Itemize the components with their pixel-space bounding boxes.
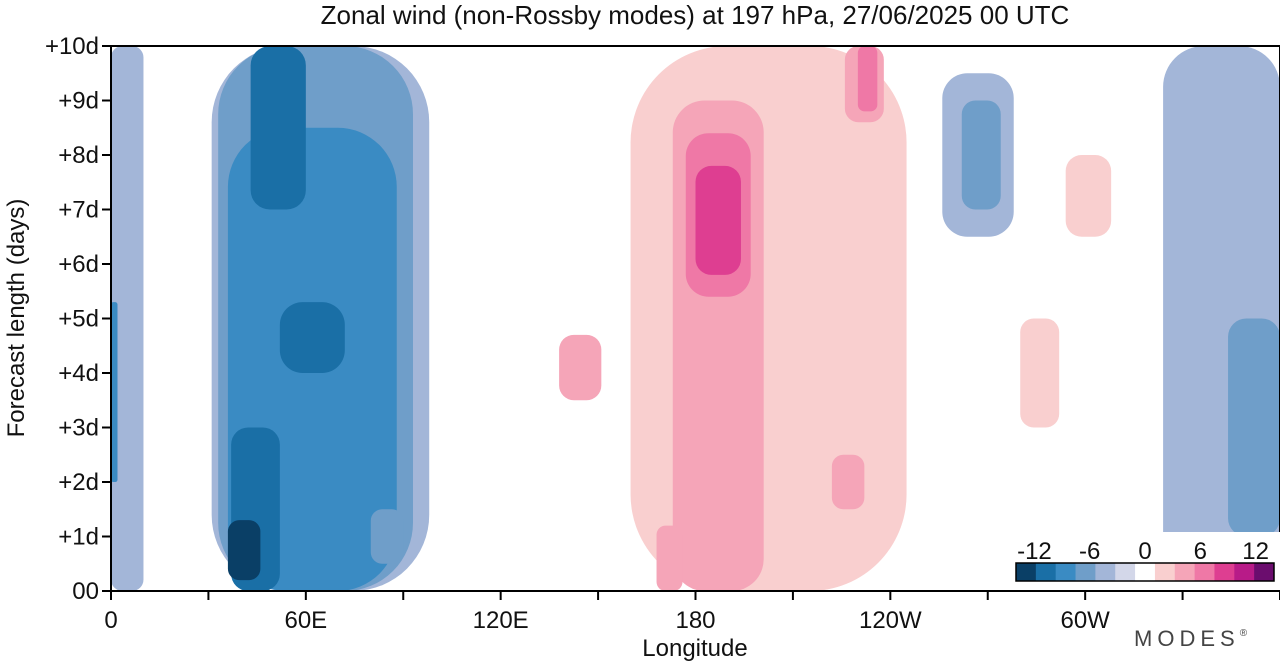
y-tick-label: +2d: [58, 469, 99, 496]
wind-patch: [695, 165, 741, 275]
x-tick-label: 180: [675, 607, 715, 634]
y-axis-label: Forecast length (days): [3, 199, 30, 438]
y-tick-label: +3d: [58, 415, 99, 442]
colorbar-swatch: [1075, 563, 1096, 581]
wind-patch: [857, 46, 878, 112]
colorbar-frame: [1015, 562, 1275, 582]
colorbar-swatch: [1035, 563, 1057, 581]
modes-logo-text: MODES: [1134, 626, 1240, 651]
modes-logo: MODES®: [1134, 626, 1252, 651]
colorbar-swatch: [1154, 563, 1176, 581]
x-tick-label: 120E: [473, 607, 529, 634]
colorbar-tick-label: -6: [1079, 538, 1100, 565]
wind-patch: [227, 520, 261, 581]
x-tick-label: 0: [104, 607, 117, 634]
x-tick-label: 60E: [284, 607, 327, 634]
colorbar-tick-label: 6: [1194, 538, 1207, 565]
wind-patch: [656, 525, 683, 591]
colorbar-swatch: [1095, 563, 1116, 581]
wind-patch: [250, 46, 306, 210]
wind-patch: [559, 334, 602, 401]
y-tick-label: +7d: [58, 197, 99, 224]
colorbar: -12 -6 0 6 12: [1008, 532, 1280, 590]
colorbar-swatch: [1055, 563, 1077, 581]
y-tick-label: +1d: [58, 524, 99, 551]
colorbar-swatch: [1194, 563, 1215, 581]
colorbar-swatch: [1135, 563, 1156, 581]
colorbar-swatch: [1234, 563, 1255, 581]
wind-patch: [111, 302, 118, 482]
wind-patch: [1228, 318, 1280, 537]
wind-patch: [279, 302, 345, 373]
y-tick-label: +8d: [58, 142, 99, 169]
y-tick-label: +9d: [58, 88, 99, 115]
y-tick-label: +4d: [58, 360, 99, 387]
wind-patch: [831, 454, 865, 510]
wind-patch: [370, 509, 404, 564]
wind-patch: [630, 46, 907, 591]
x-axis-label: Longitude: [642, 635, 747, 662]
colorbar-swatch: [1115, 563, 1136, 581]
y-tick-label: +6d: [58, 251, 99, 278]
colorbar-swatch: [1016, 563, 1037, 581]
wind-patch: [111, 46, 144, 591]
wind-patch: [961, 100, 1001, 210]
colorbar-tick-label: 12: [1242, 538, 1269, 565]
wind-patch: [1020, 318, 1060, 428]
colorbar-swatch: [1174, 563, 1196, 581]
colorbar-tick-label: 0: [1138, 538, 1151, 565]
chart-title: Zonal wind (non-Rossby modes) at 197 hPa…: [321, 0, 1070, 30]
x-axis: 0 60E 120E 180 120W 60W: [104, 591, 1280, 634]
registered-mark: ®: [1240, 628, 1252, 639]
wind-patch: [1065, 155, 1112, 237]
colorbar-tick-label: -12: [1017, 538, 1052, 565]
x-tick-label: 120W: [859, 607, 922, 634]
y-tick-label: +10d: [45, 33, 99, 60]
y-tick-label: +5d: [58, 306, 99, 333]
y-tick-label: 00: [72, 578, 99, 605]
wind-field: [111, 46, 1280, 591]
colorbar-swatch: [1254, 563, 1275, 581]
colorbar-swatch: [1214, 563, 1235, 581]
x-tick-label: 60W: [1060, 607, 1110, 634]
y-axis: 00 +1d +2d +3d +4d +5d +6d +7d +8d +9d +10d: [45, 33, 111, 605]
